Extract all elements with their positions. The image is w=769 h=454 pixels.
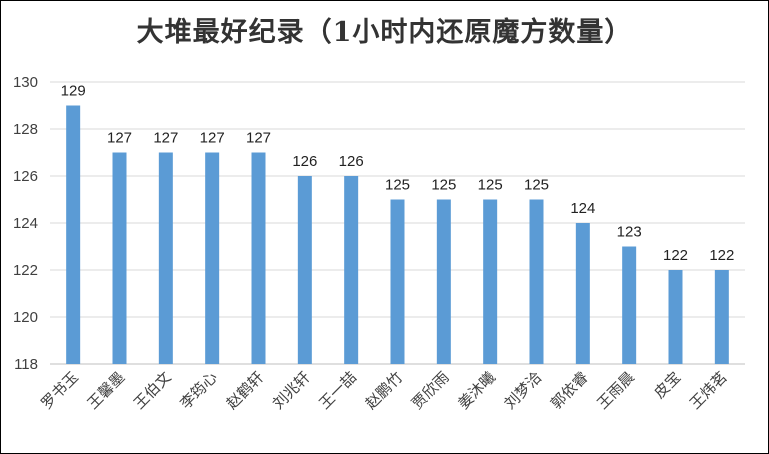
data-label: 127 [153,130,178,147]
data-label: 129 [61,83,86,100]
category-label: 贾欣雨 [408,368,453,413]
bar [297,176,312,364]
bar [158,152,173,364]
data-label: 122 [709,247,734,264]
y-tick-label: 118 [14,356,38,373]
data-label: 123 [617,224,642,241]
y-tick-label: 130 [13,74,38,91]
bar [251,152,266,364]
category-label: 王雨晨 [593,368,638,413]
data-label: 125 [524,177,549,194]
data-label: 125 [431,177,456,194]
y-tick-label: 126 [13,168,38,185]
bar [575,223,590,364]
category-label: 皮宝 [650,368,684,402]
data-label: 126 [292,153,317,170]
data-label: 127 [107,130,132,147]
y-tick-label: 128 [13,121,38,138]
category-label: 王伯文 [130,368,175,413]
category-label: 刘梦洽 [501,368,546,413]
data-label: 127 [246,130,271,147]
data-label: 125 [385,177,410,194]
bar [112,152,127,364]
bar [344,176,359,364]
category-label: 郭依睿 [547,368,592,413]
category-label: 王馨墨 [84,368,129,413]
category-label: 罗书玉 [37,368,82,413]
category-label: 赵鹏竹 [362,368,407,413]
category-label: 李筠心 [176,368,221,413]
data-label: 124 [570,200,595,217]
category-label: 王一喆 [315,368,360,413]
bar [390,199,405,364]
category-label: 刘兆轩 [269,368,314,413]
bar [714,270,729,364]
bar [436,199,451,364]
y-tick-label: 124 [13,215,38,232]
bar [483,199,498,364]
data-label: 125 [478,177,503,194]
bar [529,199,544,364]
data-label: 126 [339,153,364,170]
data-label: 127 [200,130,225,147]
bar [668,270,683,364]
y-tick-label: 122 [13,262,38,279]
bar [622,246,637,364]
category-label: 姜沐曦 [454,368,499,413]
x-axis-categories: 罗书玉 王馨墨 王伯文 李筠心 赵鹤轩 刘兆轩 王一喆 赵鹏竹 贾欣雨 姜沐曦 刘梦洽 郭依睿 王雨晨皮… [37,368,730,413]
category-label: 王炜茗 [686,368,731,413]
chart-title: 大堆最好纪录（1小时内还原魔方数量） [136,17,633,48]
category-label: 赵鹤轩 [223,368,268,413]
bar [205,152,220,364]
bar [66,105,81,364]
y-axis-ticks: 118 120 122 124 126 128 130 [13,74,38,373]
data-label: 122 [663,247,688,264]
bars [66,105,729,364]
y-tick-label: 120 [13,309,38,326]
data-labels: 129 127 127 127 127 126 126 125 125 125 125 124 123 1… [61,83,735,265]
